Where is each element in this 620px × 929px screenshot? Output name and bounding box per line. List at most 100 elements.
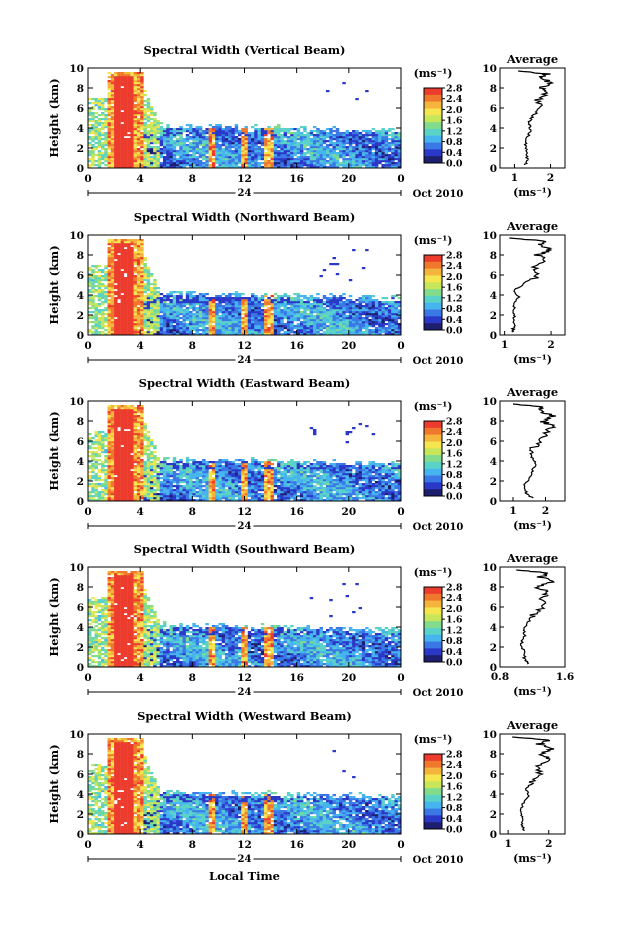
heatmap-cell [339, 299, 343, 302]
heatmap-cell [312, 134, 317, 137]
heatmap-cell [101, 313, 105, 316]
heatmap-cell [329, 142, 333, 145]
heatmap-cell [94, 435, 98, 438]
heatmap-cell [299, 150, 304, 153]
heatmap-cell [355, 136, 359, 139]
heatmap-cell [211, 311, 216, 314]
heatmap-cell [110, 80, 115, 83]
heatmap-cell [114, 263, 118, 266]
heatmap-cell [355, 138, 359, 141]
heatmap-cell [251, 158, 255, 161]
heatmap-cell [133, 166, 138, 169]
heatmap-cell [293, 138, 297, 141]
heatmap-cell [172, 313, 177, 316]
heatmap-cell [88, 495, 92, 498]
heatmap-cell [179, 299, 183, 302]
heatmap-cell [368, 150, 372, 153]
heatmap-cell [133, 100, 138, 103]
heatmap-cell [260, 134, 265, 137]
heatmap-cell [205, 156, 209, 159]
heatmap-cell [270, 329, 275, 332]
heatmap-cell [365, 301, 369, 304]
heatmap-cell [159, 305, 164, 308]
heatmap-cell [251, 325, 255, 328]
heatmap-cell [352, 134, 356, 137]
heatmap-cell [345, 138, 350, 141]
heatmap-cell [397, 301, 402, 304]
heatmap-cell [179, 164, 183, 167]
heatmap-cell [143, 323, 147, 326]
heatmap-cell [335, 325, 340, 328]
heatmap-cell [342, 325, 346, 328]
heatmap-cell [127, 140, 131, 143]
heatmap-cell [166, 126, 170, 129]
heatmap-cell [91, 132, 95, 135]
heatmap-cell [114, 319, 118, 322]
heatmap-cell [114, 421, 118, 424]
heatmap-cell [97, 164, 102, 167]
heatmap-cell [221, 317, 226, 320]
heatmap-cell [224, 313, 229, 316]
heatmap-cell [101, 275, 105, 278]
y-tick-label: 8 [77, 83, 84, 95]
heatmap-cell [332, 321, 336, 324]
heatmap-cell [264, 305, 268, 308]
heatmap-cell [332, 158, 336, 161]
heatmap-cell [339, 325, 343, 328]
heatmap-cell [114, 158, 118, 161]
heatmap-cell [322, 132, 327, 135]
heatmap-cell [280, 333, 284, 336]
heatmap-cell [120, 132, 125, 135]
heatmap-cell [208, 299, 213, 302]
heatmap-cell [306, 132, 310, 135]
heatmap-cell [101, 148, 105, 151]
heatmap-cell [114, 411, 118, 414]
heatmap-cell [117, 88, 121, 91]
heatmap-cell [110, 479, 115, 482]
heatmap-cell [117, 479, 121, 482]
heatmap-cell [133, 257, 138, 260]
heatmap-cell [88, 289, 92, 292]
heatmap-cell [381, 319, 385, 322]
heatmap-cell [153, 132, 157, 135]
heatmap-cell [117, 285, 121, 288]
y-axis-label: Height (km) [47, 245, 61, 324]
y-tick-label: 10 [69, 63, 84, 75]
heatmap-cell [146, 100, 151, 103]
heatmap-cell [153, 331, 157, 334]
heatmap-cell [348, 156, 353, 159]
heatmap-cell [117, 421, 121, 424]
heatmap-cell [267, 303, 271, 306]
heatmap-cell [365, 154, 369, 157]
heatmap-cell [221, 299, 226, 302]
heatmap-cell [133, 333, 138, 336]
heatmap-cell [205, 136, 209, 139]
heatmap-cell [241, 128, 245, 131]
heatmap-cell [107, 461, 112, 464]
heatmap-cell [215, 132, 219, 135]
heatmap-cell [91, 140, 95, 143]
heatmap-cell [179, 130, 183, 133]
heatmap-cell [228, 162, 232, 165]
heatmap-cell [123, 257, 128, 260]
heatmap-cell [143, 110, 147, 113]
heatmap-cell [120, 275, 125, 278]
heatmap-cell [208, 152, 213, 155]
heatmap-cell [326, 315, 330, 318]
heatmap-cell [348, 295, 353, 298]
heatmap-cell [91, 485, 95, 488]
heatmap-cell [286, 164, 291, 167]
heatmap-cell [296, 146, 301, 149]
heatmap-cell [358, 132, 363, 135]
heatmap-cell [342, 158, 346, 161]
heatmap-cell [130, 253, 134, 256]
heatmap-cell [182, 301, 187, 304]
heatmap-cell [114, 80, 118, 83]
heatmap-cell [280, 154, 284, 157]
heatmap-cell [257, 333, 261, 336]
heatmap-cell [114, 313, 118, 316]
heatmap-cell [107, 425, 112, 428]
avg-y-tick-label: 10 [482, 63, 497, 75]
heatmap-cell [234, 295, 239, 298]
heatmap-cell [172, 164, 177, 167]
